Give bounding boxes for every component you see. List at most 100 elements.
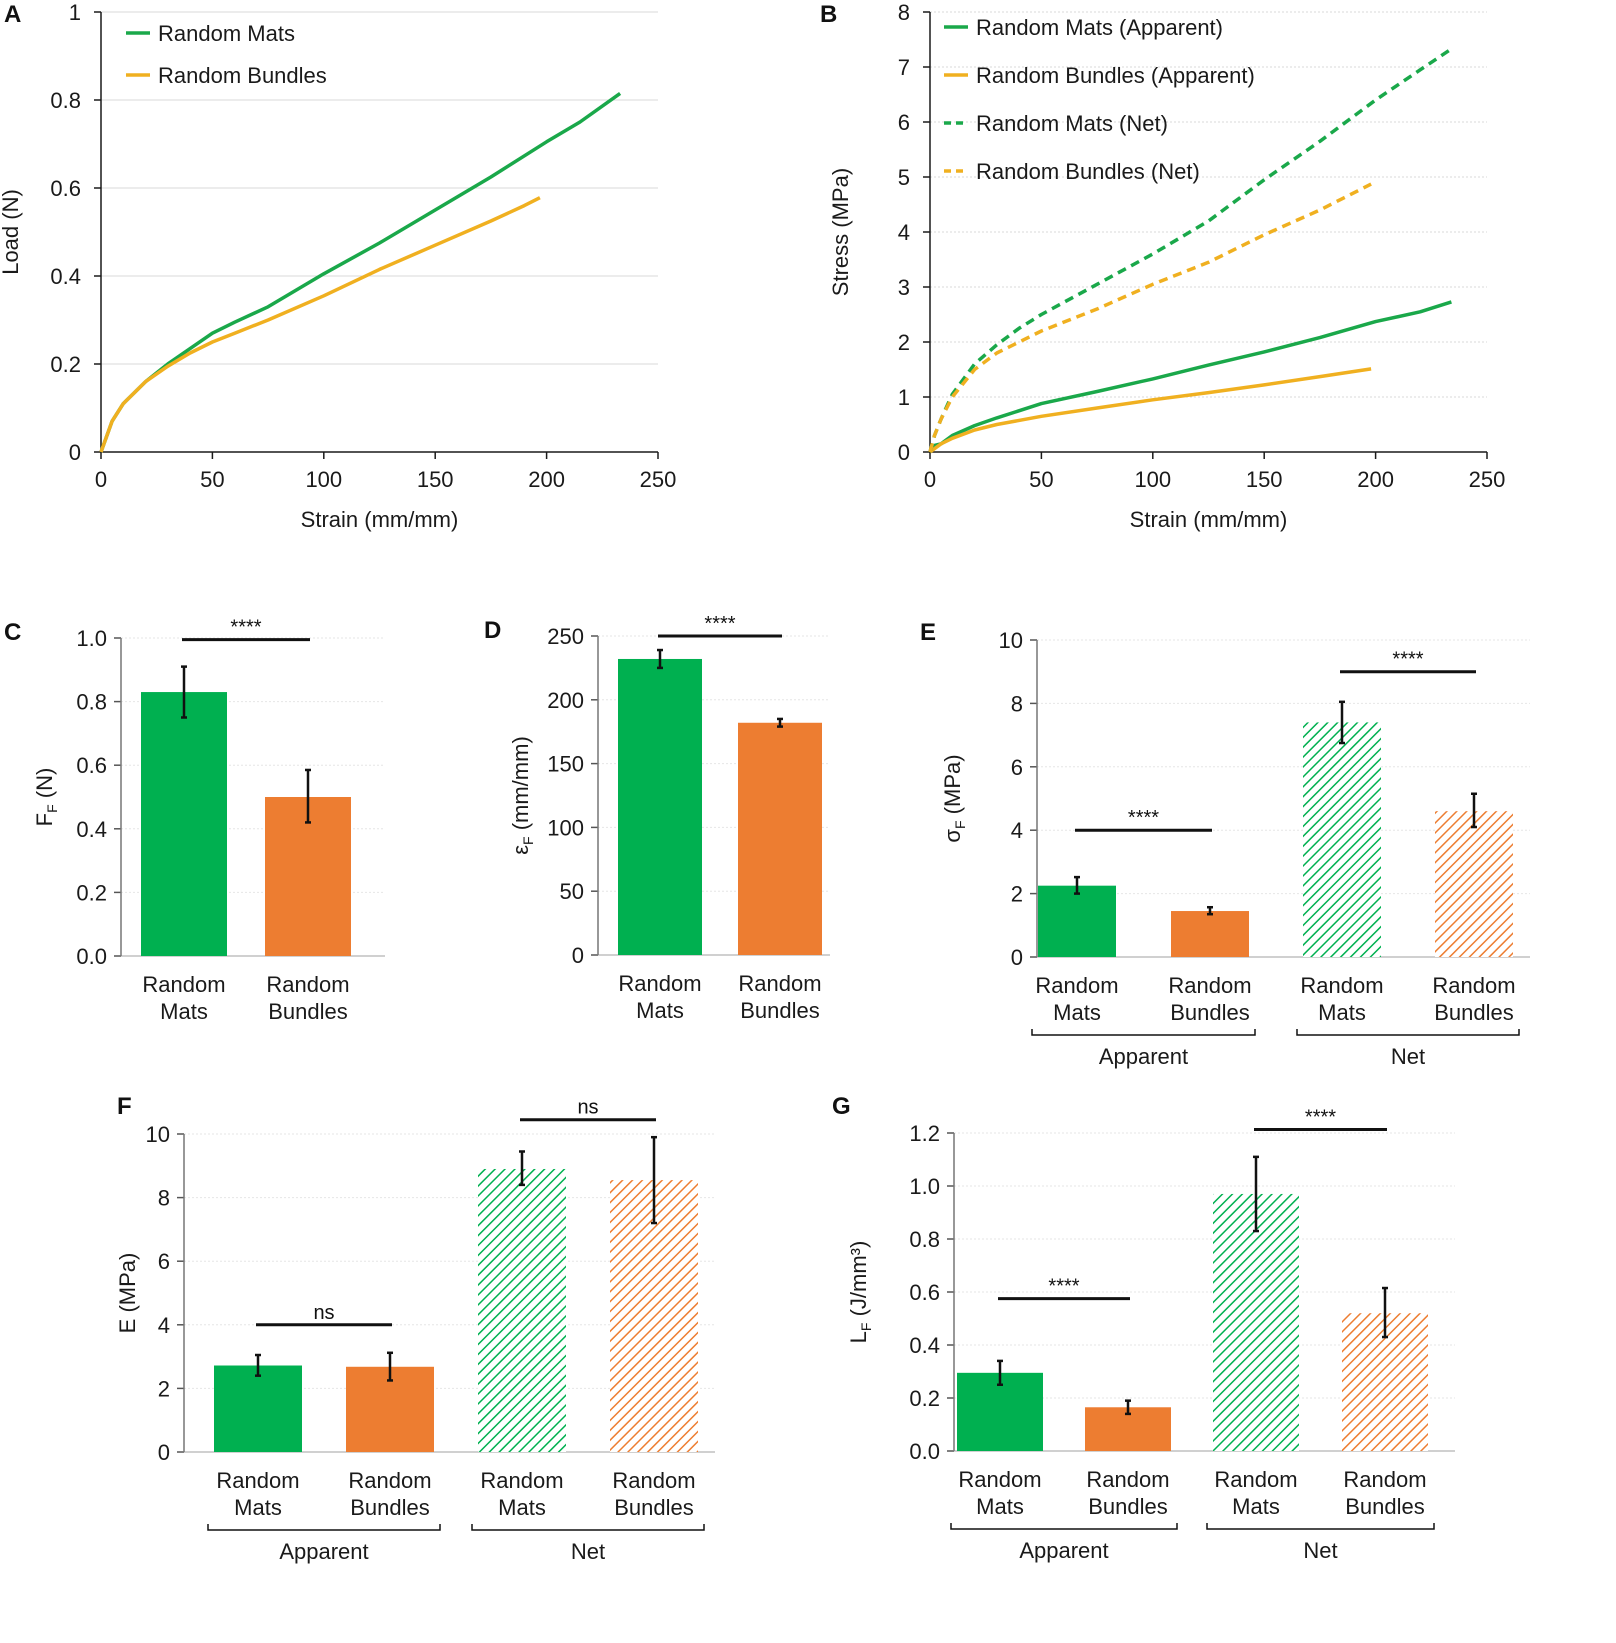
series-line-random-bundles-net- <box>928 182 1372 453</box>
y-axis-unit: (J/mm³) <box>846 1241 871 1323</box>
y-tick-label: 0.6 <box>76 753 107 778</box>
x-tick-label: 150 <box>417 467 454 492</box>
y-axis-symbol: σ <box>940 829 965 843</box>
y-tick-label: 2 <box>898 330 910 355</box>
y-tick-label: 8 <box>898 0 910 25</box>
group-bracket <box>950 1523 1178 1530</box>
category-label-line1: Random <box>1086 1467 1169 1492</box>
y-tick-label: 5 <box>898 165 910 190</box>
y-axis-subscript: F <box>952 820 968 829</box>
x-tick-label: 200 <box>1357 467 1394 492</box>
y-tick-label: 8 <box>1011 691 1023 716</box>
y-axis-symbol: F <box>32 813 57 826</box>
y-tick-label: 8 <box>158 1186 170 1211</box>
category-label-line1: Random <box>1343 1467 1426 1492</box>
y-tick-label: 7 <box>898 55 910 80</box>
category-label-line2: Bundles <box>350 1495 430 1520</box>
group-bracket <box>1031 1029 1256 1036</box>
panel-b-stress-strain: B 0 1 2 3 4 5 6 7 8 0 50 100 150 200 250 Strain (mm/mm) S… <box>820 0 1505 532</box>
y-tick-label: 0.6 <box>909 1280 940 1305</box>
y-axis-symbol: ε <box>508 845 533 855</box>
y-tick-label: 10 <box>999 628 1023 653</box>
category-label-line1: Random <box>958 1467 1041 1492</box>
bar-random-bundles <box>738 722 822 955</box>
category-label-line2: Mats <box>234 1495 282 1520</box>
y-tick-label: 10 <box>146 1122 170 1147</box>
y-axis-symbol: L <box>846 1331 871 1343</box>
series-line-random-bundles-apparent- <box>928 367 1372 454</box>
panel-letter: B <box>820 1 837 28</box>
x-tick-label: 100 <box>1134 467 1171 492</box>
category-label-line1: Random <box>348 1468 431 1493</box>
y-tick-label: 0.2 <box>50 352 81 377</box>
y-tick-label: 4 <box>898 220 910 245</box>
y-axis-unit: (MPa) <box>115 1253 140 1319</box>
y-axis-title: Stress (MPa) <box>828 168 853 296</box>
y-tick-label: 50 <box>560 879 584 904</box>
x-tick-label: 0 <box>95 467 107 492</box>
significance-label: **** <box>1305 1107 1336 1129</box>
y-axis-subscript: F <box>858 1323 874 1332</box>
legend-label: Random Mats <box>158 21 295 46</box>
y-tick-label: 6 <box>1011 755 1023 780</box>
series-line-random-bundles <box>99 196 541 453</box>
category-label-line1: Random <box>1432 973 1515 998</box>
panel-a-load-strain: A 0 0.2 0.4 0.6 0.8 1 0 50 100 150 200 250 Strain (mm… <box>0 0 676 532</box>
y-tick-label: 0.6 <box>50 176 81 201</box>
category-label-line1: Random <box>216 1468 299 1493</box>
bar-random-mats <box>214 1365 302 1452</box>
panel-letter: E <box>920 619 936 646</box>
x-tick-label: 250 <box>1469 467 1506 492</box>
category-label-line2: Bundles <box>268 999 348 1024</box>
category-label-line2: Bundles <box>1345 1494 1425 1519</box>
bar-random-mats <box>141 692 227 956</box>
legend-label: Random Mats (Net) <box>976 111 1168 136</box>
category-label-line2: Mats <box>1232 1494 1280 1519</box>
y-tick-label: 6 <box>898 110 910 135</box>
y-tick-label: 4 <box>1011 818 1023 843</box>
y-axis-title: Load (N) <box>0 189 23 275</box>
y-tick-label: 1.0 <box>909 1174 940 1199</box>
y-axis-title: σF (MPa) <box>940 754 968 842</box>
category-label-line1: Random <box>1214 1467 1297 1492</box>
bar-random-mats <box>1038 885 1116 957</box>
y-axis-symbol: E <box>115 1319 140 1334</box>
y-tick-label: 0 <box>69 440 81 465</box>
y-axis-title: FF (N) <box>32 768 60 827</box>
group-label: Apparent <box>1099 1044 1188 1069</box>
panel-c-failure-load: C0.00.20.40.60.81.0FF (N)RandomMatsRando… <box>4 617 385 1024</box>
group-bracket <box>1296 1029 1520 1036</box>
category-label-line1: Random <box>266 972 349 997</box>
y-axis-subscript: F <box>44 804 60 813</box>
panel-g-toughness: G0.00.20.40.60.81.01.2LF (J/mm³)RandomMa… <box>832 1093 1455 1563</box>
category-label-line2: Mats <box>976 1494 1024 1519</box>
y-tick-label: 150 <box>547 752 584 777</box>
y-tick-label: 2 <box>1011 882 1023 907</box>
bar-random-mats <box>618 658 702 955</box>
category-label-line2: Mats <box>1318 1000 1366 1025</box>
y-tick-label: 6 <box>158 1249 170 1274</box>
category-label-line1: Random <box>480 1468 563 1493</box>
significance-label: **** <box>1128 807 1159 829</box>
group-bracket <box>207 1524 441 1531</box>
y-tick-label: 1.2 <box>909 1121 940 1146</box>
legend-label: Random Mats (Apparent) <box>976 15 1223 40</box>
panel-letter: C <box>4 619 21 646</box>
category-label-line2: Bundles <box>614 1495 694 1520</box>
y-tick-label: 0.4 <box>50 264 81 289</box>
y-tick-label: 0.0 <box>76 944 107 969</box>
bar-random-mats-net <box>1303 722 1381 957</box>
group-bracket <box>1206 1523 1435 1530</box>
category-label-line1: Random <box>618 971 701 996</box>
category-label-line2: Bundles <box>740 998 820 1023</box>
y-tick-label: 100 <box>547 815 584 840</box>
series-line-random-mats <box>99 91 622 453</box>
y-tick-label: 0.8 <box>50 88 81 113</box>
category-label-line1: Random <box>1168 973 1251 998</box>
y-tick-label: 0.8 <box>76 690 107 715</box>
y-tick-label: 250 <box>547 624 584 649</box>
y-axis-unit: (MPa) <box>940 754 965 820</box>
panel-letter: G <box>832 1093 851 1120</box>
